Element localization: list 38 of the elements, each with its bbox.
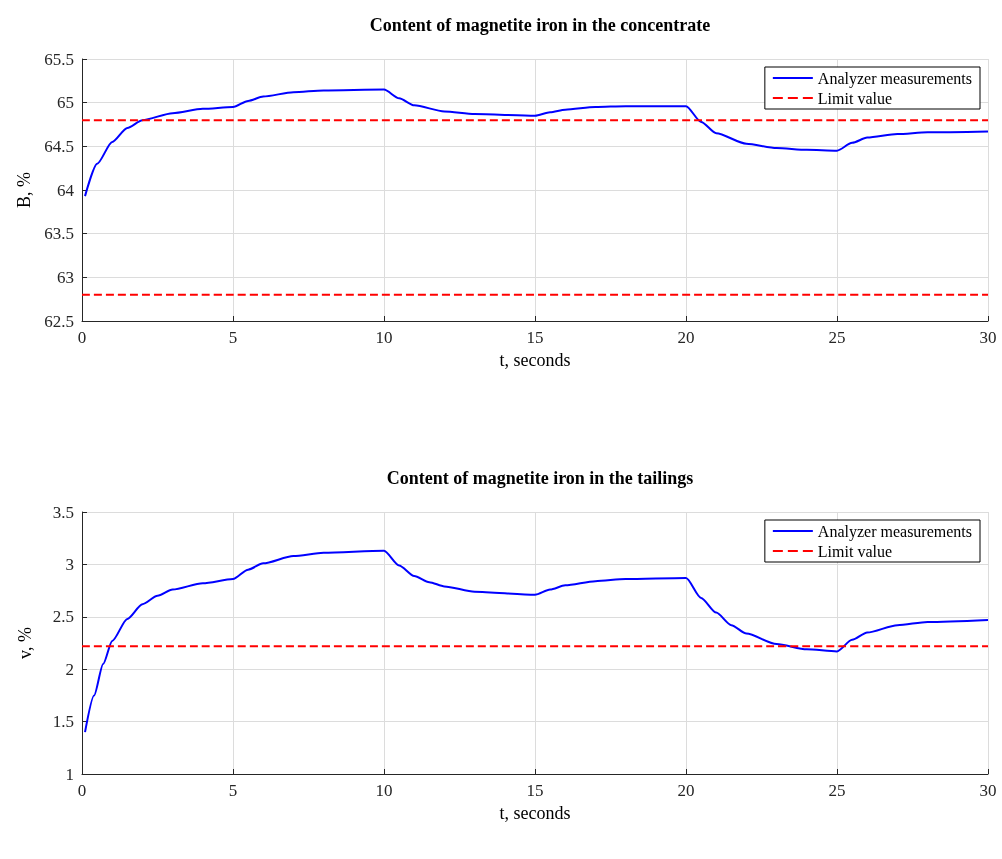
x-tick-label: 0 <box>77 781 87 800</box>
legend-label: Analyzer measurements <box>817 69 972 88</box>
y-tick-label: 3 <box>65 554 74 574</box>
x-axis-title: t, seconds <box>499 350 571 370</box>
y-tick-label: 1 <box>65 764 74 784</box>
chart-title: Content of magnetite iron in the concentrate <box>369 15 711 35</box>
x-tick-label: 25 <box>828 781 846 800</box>
y-tick-label: 62.5 <box>44 311 74 331</box>
legend-label: Limit value <box>817 89 893 107</box>
y-tick-label: 2.5 <box>52 607 74 627</box>
x-tick-label: 20 <box>677 328 695 347</box>
line-series <box>84 88 989 198</box>
x-axis-title: t, seconds <box>499 803 571 823</box>
y-tick-label: 64.5 <box>44 136 74 156</box>
x-tick-label: 30 <box>979 328 997 347</box>
chart-title: Content of magnetite iron in the tailings <box>386 468 694 488</box>
y-tick-label: 1.5 <box>52 712 74 732</box>
y-tick-label: 63.5 <box>44 224 74 244</box>
y-tick-label: 65.5 <box>44 49 74 69</box>
x-tick-label: 20 <box>677 781 695 800</box>
y-axis-title: B, % <box>14 171 35 208</box>
y-tick-label: 63 <box>57 267 74 287</box>
x-tick-label: 10 <box>375 328 393 347</box>
y-axis-title: v, % <box>15 627 35 659</box>
y-tick-label: 2 <box>65 659 74 679</box>
legend-label: Analyzer measurements <box>817 522 972 541</box>
y-tick-label: 3.5 <box>52 502 74 522</box>
y-tick-label: 64 <box>57 180 75 200</box>
x-tick-label: 5 <box>228 328 238 347</box>
x-tick-label: 25 <box>828 328 846 347</box>
x-tick-label: 10 <box>375 781 393 800</box>
x-tick-label: 30 <box>979 781 997 800</box>
x-tick-label: 5 <box>228 781 238 800</box>
legend-label: Limit value <box>817 542 893 560</box>
x-tick-label: 15 <box>526 781 544 800</box>
y-tick-label: 65 <box>57 93 74 113</box>
x-tick-label: 0 <box>77 328 87 347</box>
x-tick-label: 15 <box>526 328 544 347</box>
